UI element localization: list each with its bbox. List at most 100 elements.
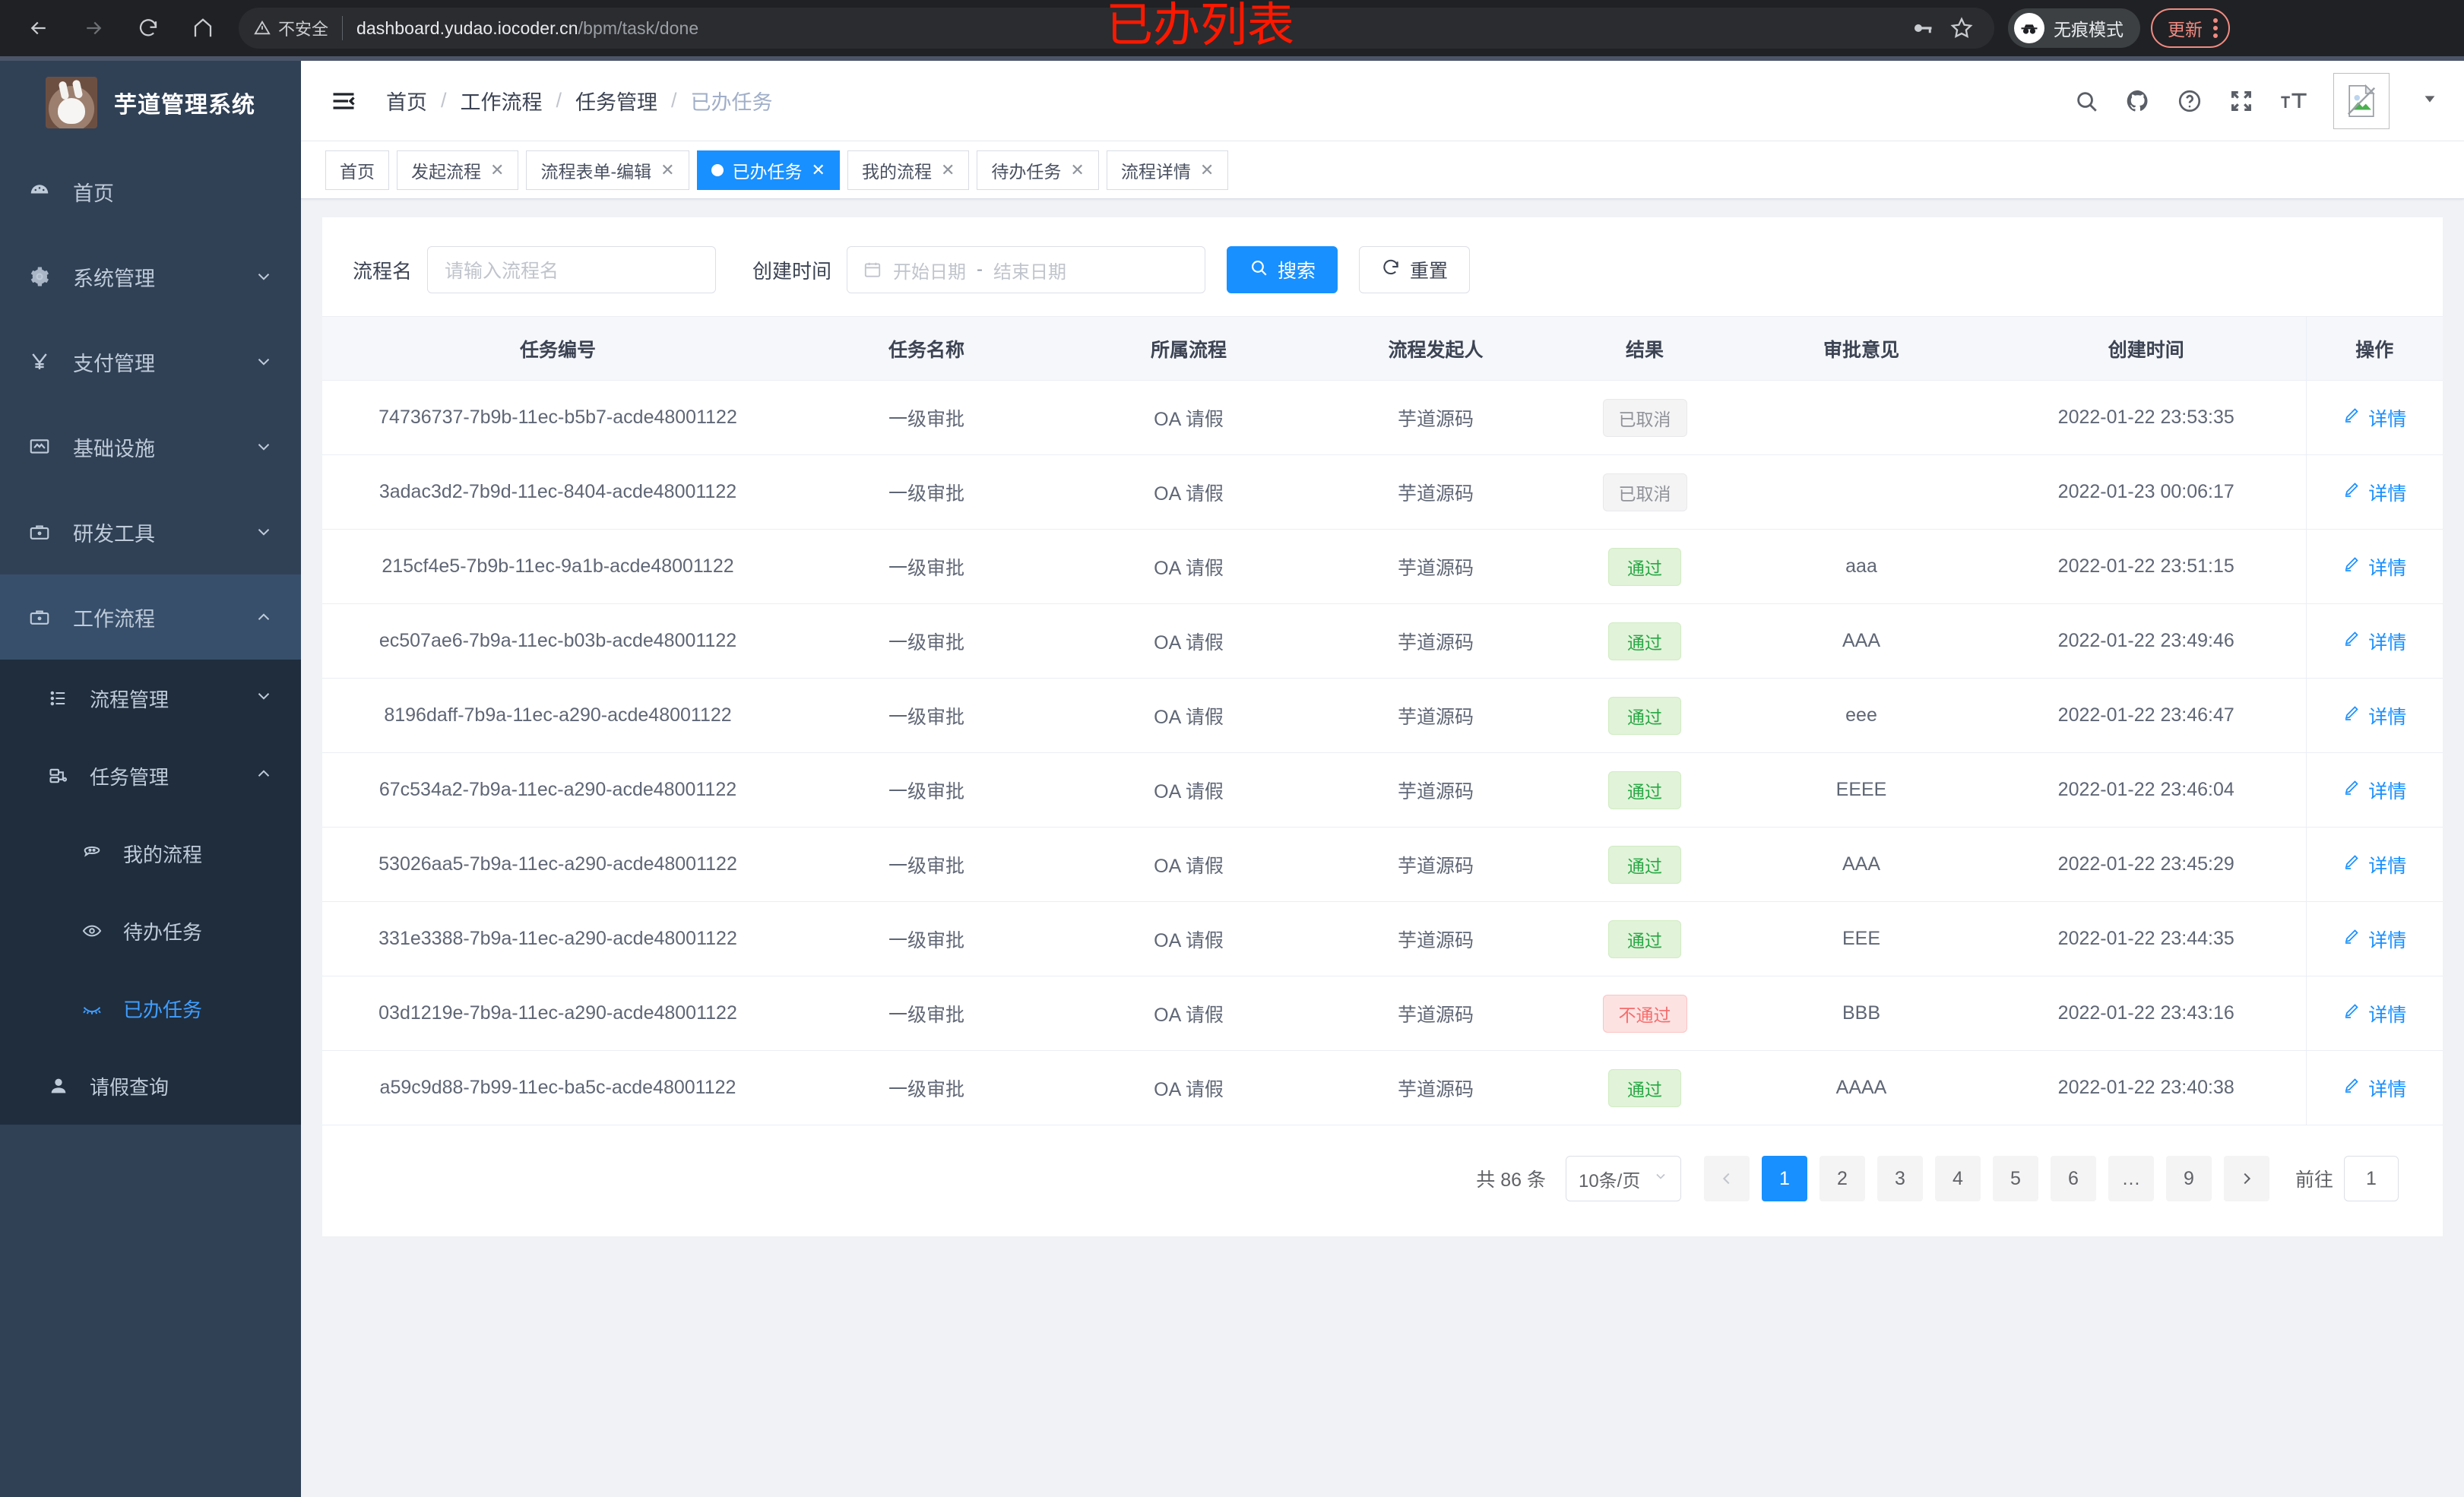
security-indicator[interactable]: 不安全: [254, 16, 328, 40]
table-row: 215cf4e5-7b9b-11ec-9a1b-acde48001122 一级审批…: [322, 529, 2443, 604]
sidebar-item-leave-query[interactable]: 请假查询: [0, 1047, 301, 1125]
avatar[interactable]: [2333, 72, 2390, 129]
tab-home[interactable]: 首页: [325, 150, 389, 190]
tab-my-process[interactable]: 我的流程 ✕: [847, 150, 970, 190]
github-icon[interactable]: [2125, 88, 2151, 114]
next-page-button[interactable]: [2223, 1156, 2269, 1201]
detail-button[interactable]: 详情: [2342, 553, 2406, 581]
detail-button[interactable]: 详情: [2342, 702, 2406, 730]
process-name-input[interactable]: 请输入流程名: [427, 246, 717, 293]
forward-icon[interactable]: [70, 5, 117, 52]
page-jump-input[interactable]: 1: [2344, 1156, 2399, 1201]
page-body: 流程名 请输入流程名 创建时间 开始日期 - 结束日期: [301, 199, 2464, 1255]
chrome-menu-icon[interactable]: [2213, 18, 2218, 38]
sidebar-logo[interactable]: 芋道管理系统: [0, 61, 301, 144]
tab-done-task[interactable]: 已办任务 ✕: [696, 150, 840, 190]
sidebar-item-infrastructure[interactable]: 基础设施: [0, 404, 301, 489]
detail-button[interactable]: 详情: [2342, 1000, 2406, 1027]
cell-id: ec507ae6-7b9a-11ec-b03b-acde48001122: [322, 603, 793, 679]
page-number-button[interactable]: 5: [1992, 1156, 2038, 1201]
cell-name: 一级审批: [793, 752, 1059, 828]
home-icon[interactable]: [179, 5, 226, 52]
chrome-bottom-strip: [0, 56, 2464, 61]
page-number-button[interactable]: 1: [1761, 1156, 1807, 1201]
sidebar-item-todo-task[interactable]: 待办任务: [0, 892, 301, 970]
cell-process: OA 请假: [1059, 1050, 1318, 1125]
page-number-button[interactable]: 9: [2165, 1156, 2212, 1201]
detail-button[interactable]: 详情: [2342, 1074, 2406, 1102]
detail-button[interactable]: 详情: [2342, 479, 2406, 506]
detail-button[interactable]: 详情: [2342, 404, 2406, 432]
detail-button[interactable]: 详情: [2342, 628, 2406, 655]
breadcrumb-item-task-manage[interactable]: 任务管理: [575, 91, 658, 114]
update-label: 更新: [2168, 20, 2203, 40]
close-icon[interactable]: ✕: [490, 160, 505, 179]
incognito-indicator[interactable]: 无痕模式: [2008, 8, 2140, 48]
detail-label: 详情: [2368, 1078, 2407, 1100]
cell-starter: 芋道源码: [1318, 976, 1553, 1051]
sidebar-item-label: 支付管理: [73, 352, 155, 375]
create-time-daterange[interactable]: 开始日期 - 结束日期: [847, 246, 1206, 293]
page-number-button[interactable]: 6: [2050, 1156, 2096, 1201]
reload-icon[interactable]: [125, 5, 172, 52]
hamburger-icon[interactable]: [327, 84, 360, 118]
page-number-button[interactable]: 3: [1877, 1156, 1923, 1201]
close-icon[interactable]: ✕: [940, 160, 955, 179]
sidebar-item-task-manage[interactable]: 任务管理: [0, 737, 301, 815]
chevron-down-icon[interactable]: [2421, 90, 2438, 111]
sidebar-item-system[interactable]: 系统管理: [0, 234, 301, 319]
search-icon[interactable]: [2073, 88, 2099, 114]
incognito-icon: [2014, 13, 2044, 43]
update-button[interactable]: 更新: [2151, 8, 2230, 48]
page-ellipsis[interactable]: …: [2108, 1156, 2154, 1201]
detail-label: 详情: [2368, 557, 2407, 579]
close-icon[interactable]: ✕: [811, 160, 825, 179]
breadcrumb-item-workflow[interactable]: 工作流程: [460, 91, 543, 114]
address-bar[interactable]: 不安全 dashboard.yudao.iocoder.cn/bpm/task/…: [239, 8, 1994, 49]
sidebar-item-payment[interactable]: 支付管理: [0, 319, 301, 404]
logo-image: [46, 77, 97, 128]
chevron-down-icon: [254, 437, 274, 457]
page-number-button[interactable]: 2: [1819, 1156, 1865, 1201]
sidebar-item-process-manage[interactable]: 流程管理: [0, 660, 301, 737]
detail-button[interactable]: 详情: [2342, 777, 2406, 804]
cell-result: 已取消: [1553, 454, 1736, 530]
prev-page-button[interactable]: [1703, 1156, 1750, 1201]
detail-button[interactable]: 详情: [2342, 851, 2406, 878]
cell-starter: 芋道源码: [1318, 1050, 1553, 1125]
sidebar-item-home[interactable]: 首页: [0, 149, 301, 234]
tab-start-process[interactable]: 发起流程 ✕: [397, 150, 519, 190]
edit-icon: [2342, 1076, 2361, 1100]
sidebar-item-done-task[interactable]: 已办任务: [0, 970, 301, 1047]
cell-result: 通过: [1553, 752, 1736, 828]
page-jump: 前往 1: [2295, 1156, 2399, 1201]
bookmark-star-icon[interactable]: [1944, 11, 1979, 46]
sidebar-item-label: 研发工具: [73, 522, 155, 546]
close-icon[interactable]: ✕: [1070, 160, 1085, 179]
tab-todo-task[interactable]: 待办任务 ✕: [977, 150, 1099, 190]
cell-comment: AAA: [1736, 827, 1987, 902]
close-icon[interactable]: ✕: [660, 160, 675, 179]
tab-dot-icon: [711, 163, 724, 176]
sidebar-item-devtools[interactable]: 研发工具: [0, 489, 301, 574]
incognito-label: 无痕模式: [2054, 20, 2124, 40]
reset-button[interactable]: 重置: [1359, 246, 1471, 293]
cell-process: OA 请假: [1059, 976, 1318, 1051]
close-icon[interactable]: ✕: [1199, 160, 1215, 179]
tab-process-form-edit[interactable]: 流程表单-编辑 ✕: [526, 150, 689, 190]
font-size-icon[interactable]: [2280, 88, 2307, 114]
help-icon[interactable]: [2177, 88, 2203, 114]
sidebar-item-workflow[interactable]: 工作流程: [0, 574, 301, 660]
search-button[interactable]: 搜索: [1227, 246, 1338, 293]
password-key-icon[interactable]: [1905, 11, 1940, 46]
status-badge: 通过: [1608, 919, 1681, 958]
page-number-button[interactable]: 4: [1934, 1156, 1981, 1201]
breadcrumb-item-home[interactable]: 首页: [386, 91, 427, 114]
back-icon[interactable]: [15, 5, 62, 52]
tab-process-detail[interactable]: 流程详情 ✕: [1106, 150, 1229, 190]
page-size-select[interactable]: 10条/页: [1565, 1156, 1681, 1201]
detail-button[interactable]: 详情: [2342, 926, 2406, 953]
edit-icon: [2342, 1002, 2361, 1025]
fullscreen-icon[interactable]: [2228, 88, 2254, 114]
sidebar-item-my-process[interactable]: 我的流程: [0, 815, 301, 892]
